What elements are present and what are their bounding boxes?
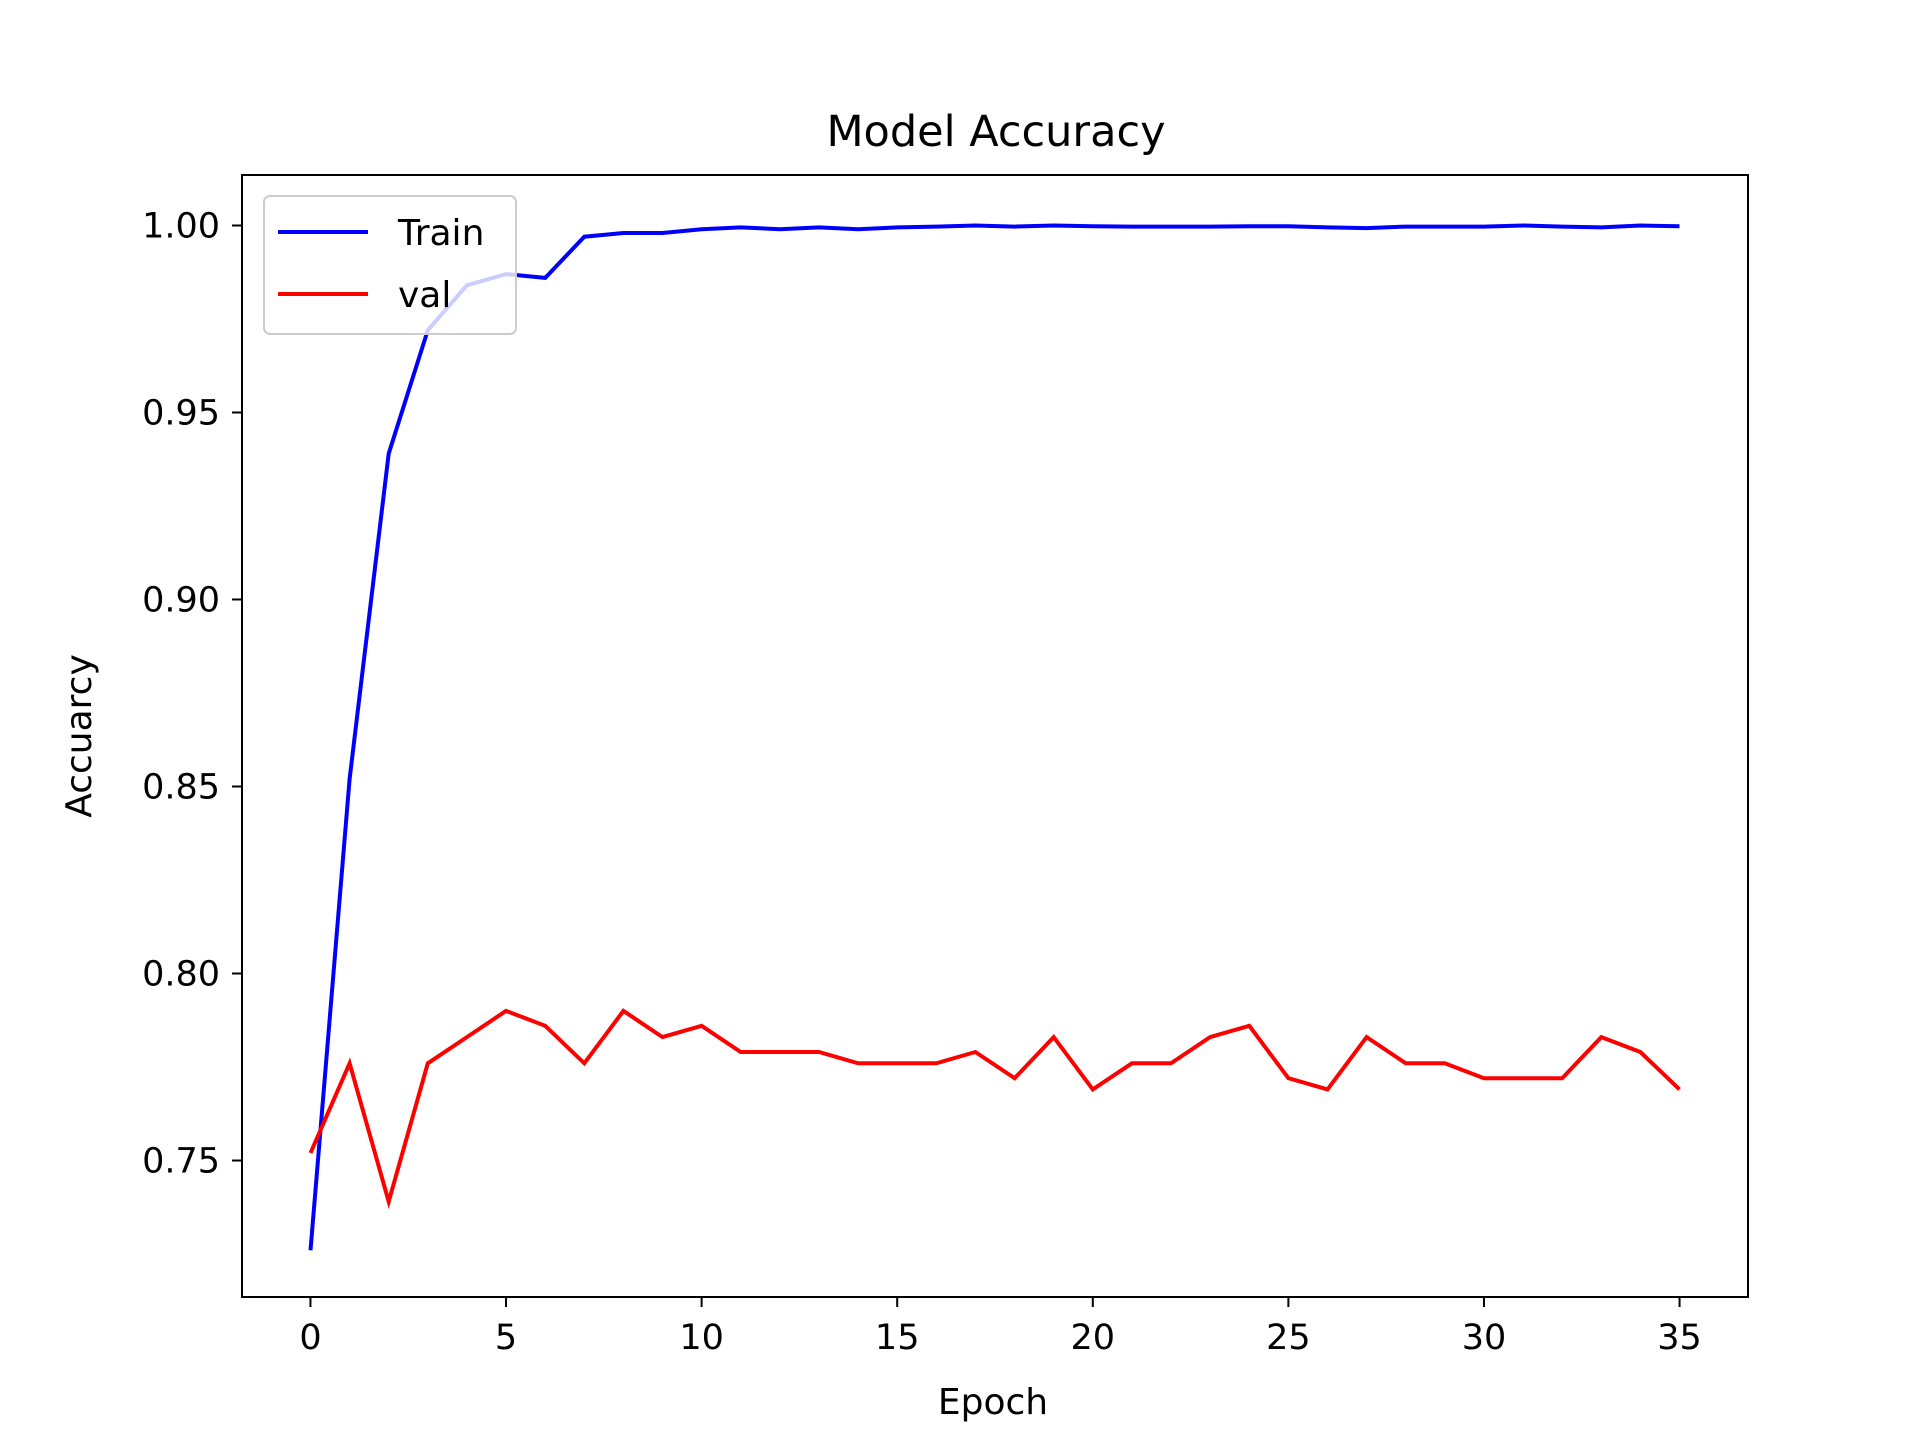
x-tick-label: 20 xyxy=(1071,1318,1116,1358)
y-axis-title: Accuarcy xyxy=(59,654,100,818)
series-line-train xyxy=(308,223,1680,1251)
x-tick-label: 30 xyxy=(1462,1318,1507,1358)
y-tick-label: 1.00 xyxy=(142,206,220,246)
x-tick-label: 5 xyxy=(495,1318,517,1358)
y-tick-label: 0.85 xyxy=(142,767,220,807)
x-tick-label: 35 xyxy=(1657,1318,1702,1358)
x-tick-label: 25 xyxy=(1266,1318,1311,1358)
x-tick-label: 10 xyxy=(679,1318,724,1358)
series-line-val xyxy=(308,1008,1681,1209)
chart-title: Model Accuracy xyxy=(826,107,1165,157)
legend: Train val xyxy=(263,195,517,335)
x-tick-label: 15 xyxy=(875,1318,920,1358)
x-axis-title: Epoch xyxy=(938,1382,1048,1423)
plot-area xyxy=(241,174,1749,1298)
y-tick-label: 0.75 xyxy=(142,1141,220,1181)
legend-label-val: val xyxy=(398,275,451,316)
y-axis: 0.75 0.80 0.85 0.90 0.95 1.00 xyxy=(142,206,242,1181)
legend-label-train: Train xyxy=(397,213,484,254)
y-tick-label: 0.95 xyxy=(142,393,220,433)
y-tick-label: 0.80 xyxy=(142,954,220,994)
plot-frame xyxy=(241,174,1749,1298)
x-tick-label: 0 xyxy=(299,1318,321,1358)
x-axis: 0 5 10 15 20 25 30 35 xyxy=(299,1297,1702,1358)
y-tick-label: 0.90 xyxy=(142,580,220,620)
